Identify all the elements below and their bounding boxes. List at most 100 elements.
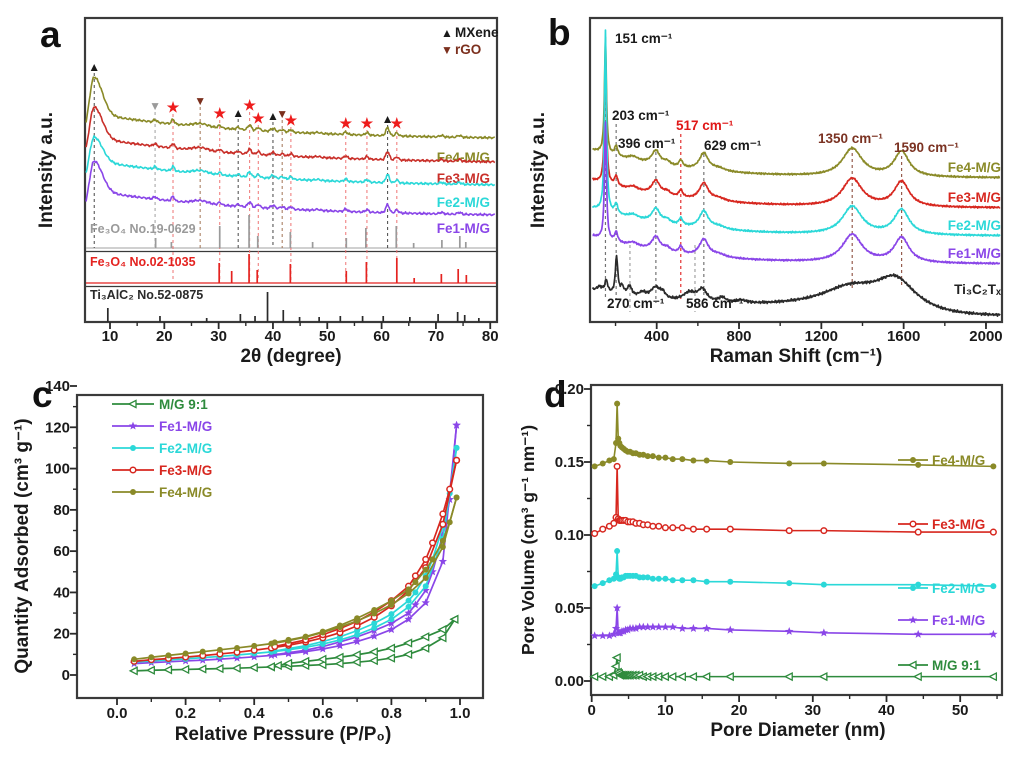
curve-label-fe4: Fe4-M/G [948,160,1001,175]
legend-marker-fe4 [910,457,916,463]
star-marker [639,622,648,631]
open-circle-marker [785,527,793,535]
star-marker [590,631,599,640]
triangle-left-marker [610,661,620,672]
y-tick-label: 80 [53,502,70,519]
x-tick-label: 30 [210,328,227,345]
x-tick-label: 40 [878,702,895,719]
circle-marker [644,574,651,581]
raman-curve-fe2 [591,29,1001,237]
triangle-left-marker [272,660,282,671]
circle-marker [412,589,419,596]
circle-marker [786,460,793,467]
reference-label-2: Ti₃AlC₂ No.52-0875 [90,288,203,302]
star-marker [785,626,794,635]
star-marker [421,585,430,594]
triangle-left-marker [783,671,793,682]
star-marker [605,631,614,640]
triangle-left-marker [687,671,698,682]
star-marker [612,603,622,612]
circle-marker [649,575,656,582]
x-tick-label: 70 [428,328,445,345]
triangle-left-marker [403,649,413,660]
x-tick-label: 400 [644,328,669,345]
x-tick-label: 20 [731,702,748,719]
curve-label-fe3: Fe3-M/G [437,171,490,186]
open-circle-marker [669,524,677,532]
xrd-curve-fe2 [85,135,496,187]
legend-label-fe4: Fe4-M/G [159,485,212,500]
star-icon: ★ [285,112,298,128]
circle-marker [662,575,669,582]
triangle-left-marker [420,643,430,653]
legend-label-fe1: Fe1-M/G [932,613,985,628]
triangle-up-icon: ▲ [441,26,453,40]
circle-marker [251,642,258,649]
circle-marker [655,575,662,582]
triangle-down-icon: ▼ [441,43,453,57]
triangle-left-marker [197,664,207,674]
triangle-left-marker [611,652,621,663]
star-marker [914,629,923,638]
circle-marker [614,400,621,407]
legend-marker-fe1 [128,421,138,430]
circle-marker [662,454,669,461]
circle-marker [165,652,172,659]
triangle-left-marker [128,666,138,676]
circle-marker [727,459,734,465]
circle-marker [679,456,686,463]
xrd-curve-fe3 [85,105,496,164]
circle-marker [599,580,606,587]
triangle-left-marker [912,671,922,682]
panel-letter-c: c [32,374,53,415]
xrd-curve-fe4 [85,76,495,140]
plot-border [589,383,1004,697]
star-marker [989,629,998,638]
plot-border [83,16,499,324]
circle-marker [354,627,361,634]
y-tick-label: 100 [45,461,70,478]
star-marker [318,644,327,653]
circle-marker [703,578,710,585]
circle-marker [371,624,378,631]
circle-marker [336,622,343,629]
star-marker [623,625,632,634]
open-circle-marker [661,524,669,532]
peak-label-6: 1590 cm⁻¹ [894,140,959,155]
peak-label-8: 586 cm⁻¹ [686,296,744,311]
star-icon: ★ [361,115,374,131]
markers-mg91 [128,614,459,676]
y-tick-label: 60 [53,543,70,560]
triangle-left-marker [214,663,224,674]
x-tick-label: 40 [265,328,282,345]
circle-marker [610,456,617,463]
legend-label-fe2: Fe2-M/G [159,441,212,456]
y-tick-label: 0.20 [555,381,584,398]
x-tick-label: 1.0 [450,705,471,722]
legend-marker-fe2 [910,585,916,591]
star-marker [726,625,735,634]
legend-mxene: MXene [455,25,499,40]
peak-label-4: 629 cm⁻¹ [704,138,762,153]
star-icon: ★ [391,115,404,131]
open-circle-marker [914,528,922,536]
triangle-left-marker [818,671,828,682]
triangle-left-marker [437,633,447,643]
circle-marker [614,548,621,555]
y-axis-label: Pore Volume (cm³ g⁻¹ nm⁻¹) [518,425,538,655]
panel-b-raman-chart: 400 800 1200 1600 2000 Raman Shift (cm⁻¹) Inte… [528,16,1004,367]
isotherm-desorption-fe1 [274,425,458,656]
circle-marker [371,620,378,627]
x-tick-label: 80 [482,328,499,345]
panel-letter-b: b [548,12,571,53]
circle-marker [669,577,676,584]
curve-label-tic: Ti₃C₂Tₓ [954,282,1001,297]
peak-label-1: 203 cm⁻¹ [612,108,670,123]
circle-marker [439,544,446,551]
open-circle-marker [411,572,419,580]
circle-marker [354,615,361,622]
circle-marker [439,537,446,544]
circle-marker [644,453,651,460]
star-marker [387,625,396,634]
